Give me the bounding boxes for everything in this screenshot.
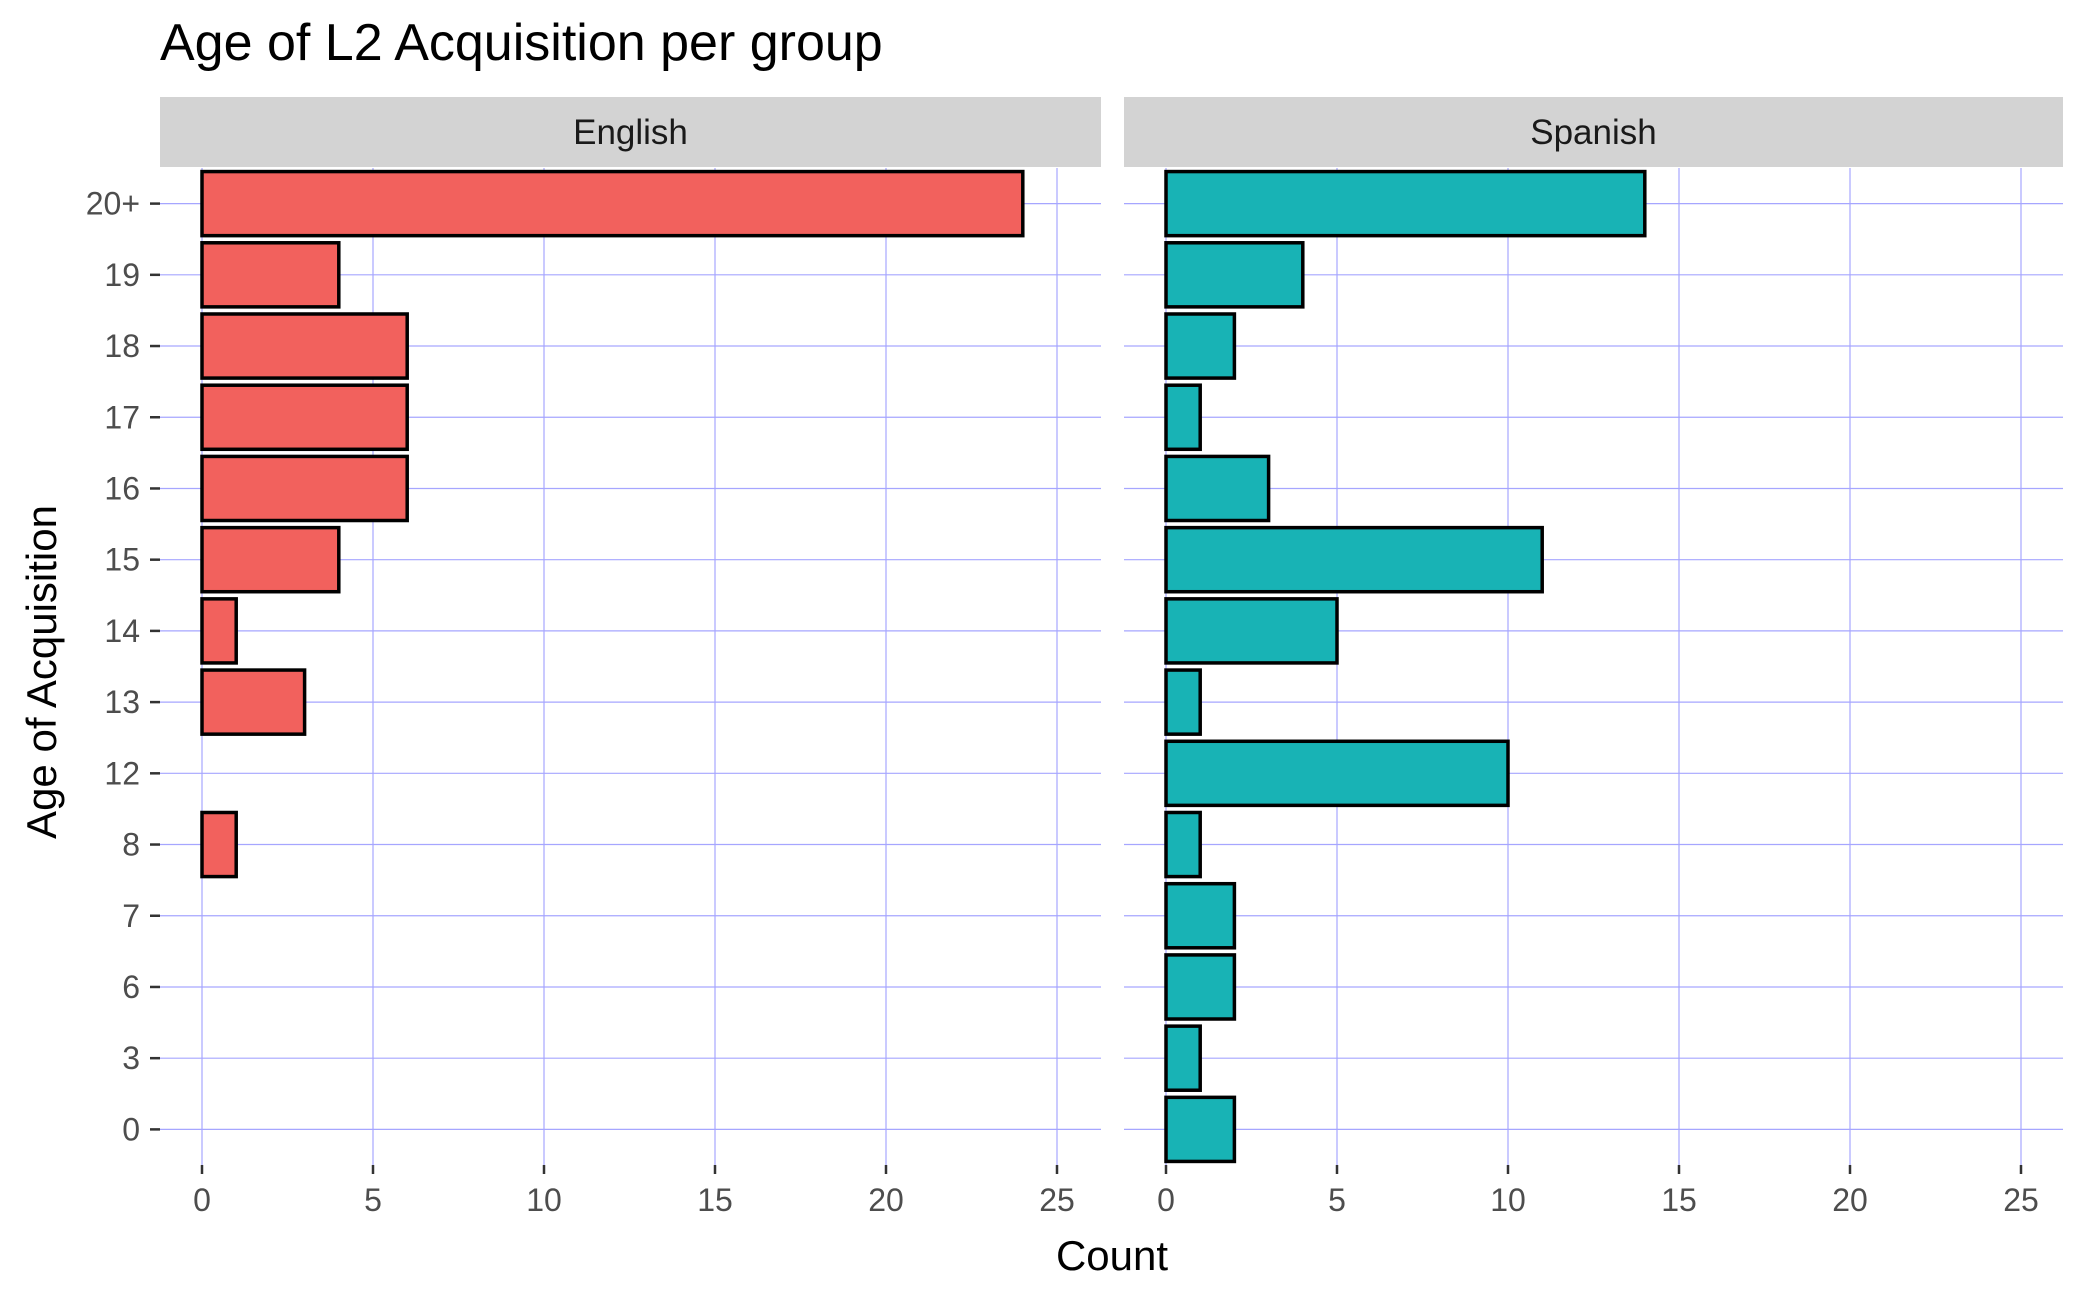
y-tick-label-8: 8 (122, 827, 140, 863)
bar-spanish-17 (1164, 383, 1202, 452)
bar-spanish-15 (1164, 525, 1544, 594)
bar-spanish-8 (1164, 810, 1202, 879)
bar-spanish-20 (1164, 169, 1647, 238)
bar-spanish-18 (1164, 312, 1237, 380)
y-tick-label-20: 20+ (86, 186, 140, 222)
strip-english (160, 97, 1101, 167)
x-axis-title: Count (1056, 1232, 1168, 1279)
x-tick-label-english: 5 (364, 1182, 382, 1218)
x-tick-label-english: 0 (193, 1182, 211, 1218)
x-tick-label-spanish: 15 (1661, 1182, 1697, 1218)
bar-spanish-0 (1164, 1095, 1237, 1164)
y-tick-label-15: 15 (104, 542, 140, 578)
y-axis: 0 3 6 7 8 12 13 14 15 16 17 18 19 20+ (86, 186, 160, 1147)
x-tick-label-english: 20 (868, 1182, 904, 1218)
strip-label-spanish: Spanish (1530, 113, 1656, 152)
y-tick-label-17: 17 (104, 399, 140, 435)
y-axis-title: Age of Acquisition (18, 505, 65, 839)
bar-english-18 (200, 312, 409, 380)
x-tick-label-english: 10 (526, 1182, 562, 1218)
bar-spanish-3 (1164, 1024, 1202, 1092)
y-tick-label-7: 7 (122, 898, 140, 934)
x-tick-label-spanish: 0 (1157, 1182, 1175, 1218)
bar-english-20 (200, 169, 1025, 238)
bar-spanish-14 (1164, 597, 1339, 665)
y-tick-label-13: 13 (104, 684, 140, 720)
bar-spanish-12 (1164, 739, 1510, 808)
y-tick-label-16: 16 (104, 470, 140, 506)
x-tick-label-english: 15 (697, 1182, 733, 1218)
x-tick-label-spanish: 20 (1832, 1182, 1868, 1218)
strip-spanish (1124, 97, 2063, 167)
panel-spanish: Spanish 0 5 10 15 20 25 (1124, 97, 2063, 1218)
y-tick-label-19: 19 (104, 257, 140, 293)
y-tick-label-6: 6 (122, 969, 140, 1005)
bar-spanish-6 (1164, 953, 1237, 1021)
y-tick-label-12: 12 (104, 755, 140, 791)
bar-spanish-13 (1164, 668, 1202, 736)
chart-title: Age of L2 Acquisition per group (160, 14, 883, 72)
bar-english-15 (200, 525, 341, 594)
bar-spanish-7 (1164, 881, 1237, 950)
y-tick-label-3: 3 (122, 1040, 140, 1076)
bar-english-16 (200, 454, 409, 523)
strip-label-english: English (573, 113, 688, 152)
y-tick-label-18: 18 (104, 328, 140, 364)
bar-english-14 (200, 597, 238, 665)
bar-english-19 (200, 241, 341, 309)
y-tick-label-0: 0 (122, 1111, 140, 1147)
y-tick-label-14: 14 (104, 613, 140, 649)
bar-english-17 (200, 383, 409, 452)
x-tick-label-english: 25 (1039, 1182, 1075, 1218)
bar-english-8 (200, 810, 238, 879)
x-tick-label-spanish: 5 (1328, 1182, 1346, 1218)
bar-spanish-16 (1164, 454, 1271, 523)
facet-panels: English 0 5 10 15 20 25 Spanish 0 5 10 15 20 25 (160, 97, 2063, 1218)
x-tick-label-spanish: 25 (2003, 1182, 2039, 1218)
panel-english: English 0 5 10 15 20 25 (160, 97, 1101, 1218)
bar-spanish-19 (1164, 241, 1305, 309)
x-tick-label-spanish: 10 (1490, 1182, 1526, 1218)
bar-english-13 (200, 668, 307, 736)
